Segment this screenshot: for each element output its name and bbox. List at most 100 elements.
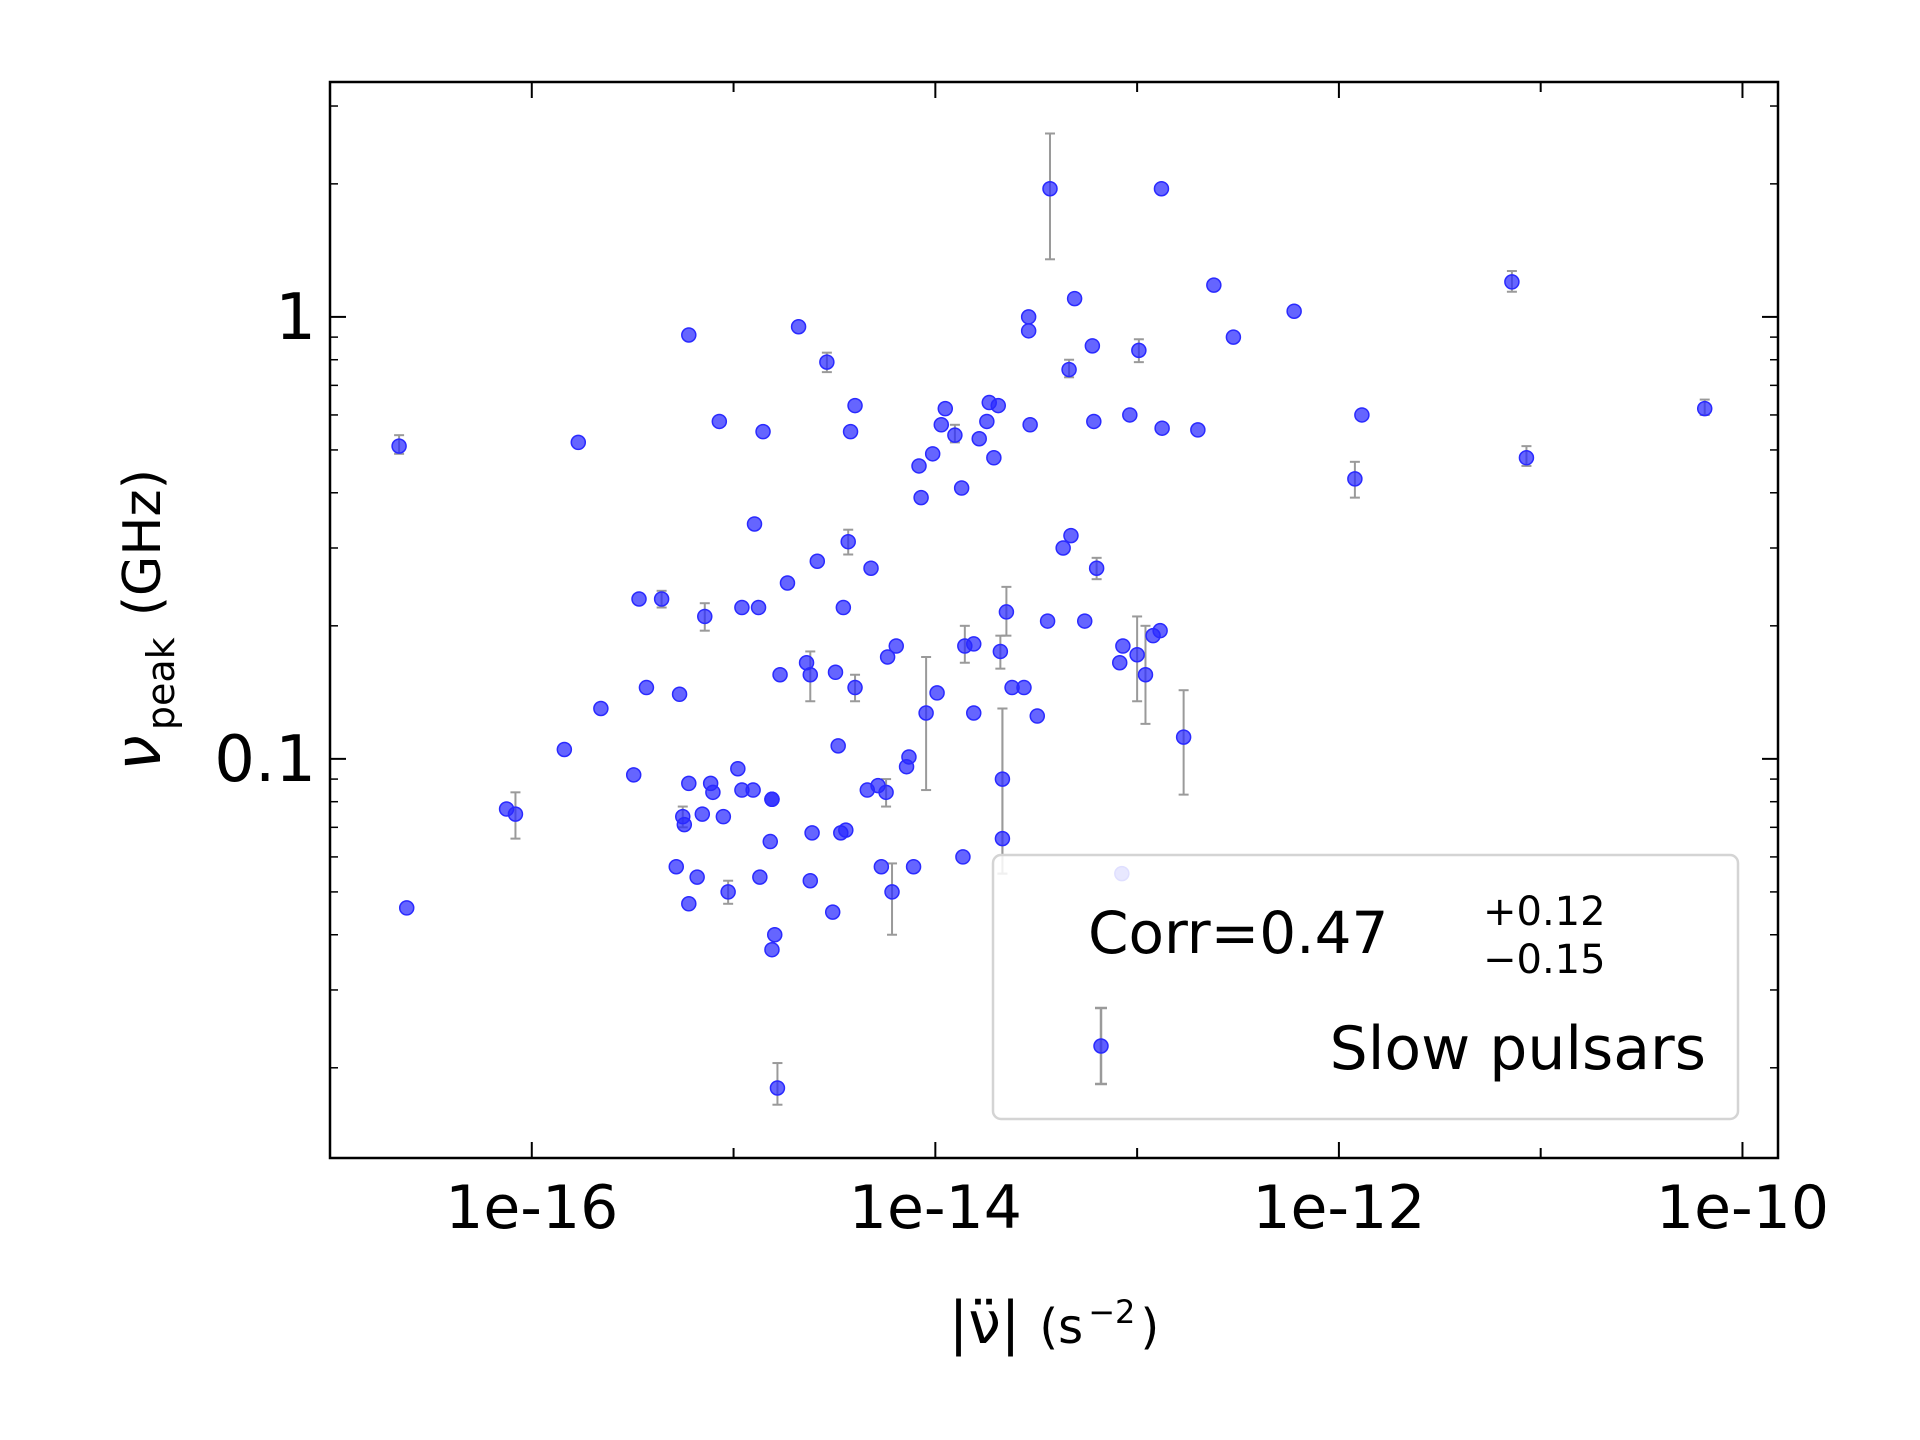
legend-correlation-plus: +0.12	[1483, 889, 1606, 935]
data-point	[824, 904, 841, 920]
data-point	[955, 849, 971, 865]
data-point	[1190, 422, 1206, 438]
data-point	[1153, 180, 1170, 197]
data-point	[838, 822, 854, 838]
data-point	[711, 413, 728, 430]
x-axis-label-main: |ν̈|	[949, 1289, 1020, 1357]
data-point	[1504, 274, 1520, 290]
data-point	[947, 427, 963, 443]
data-point	[755, 423, 771, 440]
data-point	[1084, 338, 1101, 354]
y-axis-label-symbol: ν	[102, 735, 176, 771]
tick-labels: 1e-16 1e-14 1e-12 1e-10 0.1 1	[214, 281, 1829, 1243]
data-point	[911, 458, 927, 474]
data-point	[937, 400, 954, 417]
data-point	[752, 869, 768, 885]
data-point	[689, 869, 705, 885]
data-point	[802, 666, 819, 683]
data-point	[847, 397, 863, 414]
data-point	[769, 1080, 786, 1096]
data-point	[762, 833, 779, 850]
data-point	[1061, 361, 1077, 378]
data-point	[1206, 277, 1222, 293]
data-point	[766, 926, 783, 943]
data-point	[1152, 622, 1168, 639]
x-axis-label-unit: (s	[1039, 1299, 1083, 1355]
data-point	[804, 825, 820, 841]
data-point	[745, 782, 761, 798]
data-point	[1518, 450, 1535, 466]
data-point	[840, 533, 856, 550]
data-point	[933, 417, 950, 433]
data-point	[720, 884, 736, 900]
legend-correlation: Corr=0.47	[1088, 899, 1388, 967]
data-point	[671, 686, 688, 703]
data-point	[992, 643, 1009, 660]
data-point	[1076, 613, 1093, 629]
data-point	[1111, 654, 1128, 671]
data-point	[905, 859, 922, 875]
y-axis-label: ν peak (GHz)	[102, 469, 183, 771]
data-point	[1131, 342, 1147, 359]
data-point	[734, 599, 750, 616]
data-point	[1039, 613, 1056, 629]
data-point	[1020, 323, 1037, 339]
data-point	[924, 446, 941, 462]
data-point	[965, 636, 982, 652]
minor-ticks	[330, 105, 1778, 1069]
data-point	[1696, 400, 1713, 417]
data-point	[681, 775, 697, 792]
data-point	[1175, 729, 1192, 745]
data-point	[888, 638, 904, 654]
y-axis-label-unit: (GHz)	[113, 469, 173, 616]
data-point	[986, 450, 1002, 466]
data-point	[681, 896, 697, 912]
data-point	[879, 649, 896, 665]
data-point	[1154, 420, 1170, 436]
data-point	[1225, 329, 1242, 345]
data-point	[697, 608, 713, 625]
data-point	[878, 784, 894, 801]
plot-frame	[328, 80, 1780, 1160]
data-point	[391, 438, 407, 454]
data-point	[802, 872, 819, 889]
x-axis-label: |ν̈| (s −2 )	[949, 1289, 1159, 1357]
y-axis-label-subscript: peak	[139, 637, 183, 730]
legend: Corr=0.47 +0.12 −0.15 Slow pulsars	[991, 853, 1740, 1121]
legend-correlation-value: Corr=0.47	[1088, 899, 1388, 967]
data-point	[1286, 303, 1302, 319]
data-point	[830, 738, 846, 754]
data-point	[705, 784, 721, 801]
data-point	[1137, 666, 1154, 683]
data-point	[694, 806, 711, 822]
data-point	[507, 806, 524, 822]
data-point	[863, 560, 879, 576]
data-points	[391, 180, 1713, 1096]
data-point	[847, 679, 863, 696]
legend-correlation-minus: −0.15	[1483, 937, 1606, 983]
data-point	[819, 354, 835, 370]
data-point	[790, 318, 807, 335]
x-axis-label-close: )	[1140, 1299, 1159, 1355]
data-point	[998, 604, 1015, 620]
data-point	[835, 599, 852, 616]
data-point	[638, 679, 655, 696]
data-point	[884, 884, 900, 900]
data-point	[1086, 413, 1102, 430]
data-point	[625, 767, 642, 783]
data-point	[1347, 471, 1363, 487]
data-point	[1016, 679, 1032, 696]
data-point	[929, 685, 945, 701]
data-point	[398, 900, 415, 916]
data-point	[556, 741, 573, 758]
data-point	[913, 489, 929, 506]
data-point	[1066, 290, 1083, 307]
data-point	[730, 760, 746, 777]
data-point	[746, 516, 763, 532]
data-point	[593, 700, 609, 717]
data-point	[772, 666, 788, 683]
data-point	[1115, 638, 1131, 654]
data-point	[1063, 527, 1079, 544]
data-point	[764, 791, 780, 808]
